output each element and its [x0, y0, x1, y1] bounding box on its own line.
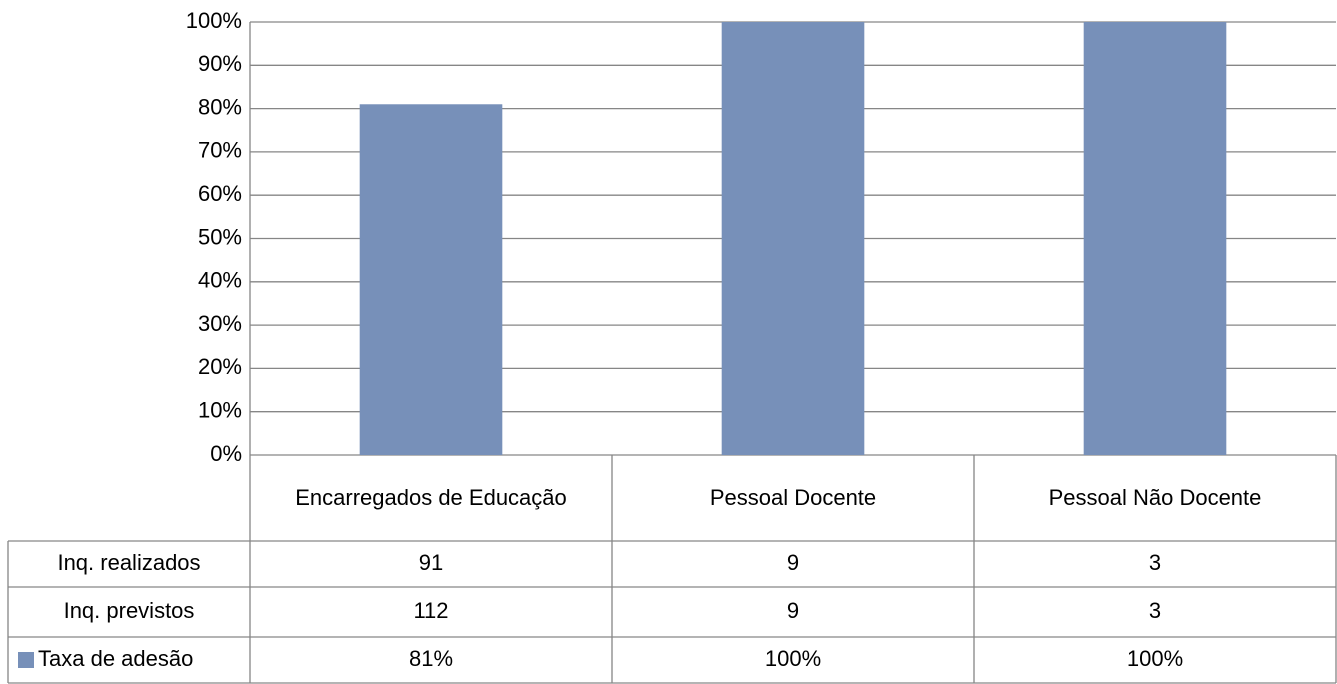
table-cell: 9 — [787, 550, 799, 575]
y-tick-label: 10% — [198, 398, 242, 423]
legend-key — [18, 652, 34, 668]
row-label: Inq. previstos — [64, 598, 195, 623]
row-label: Inq. realizados — [57, 550, 200, 575]
value-label: 100% — [765, 646, 821, 671]
bar — [359, 104, 503, 456]
y-tick-label: 20% — [198, 354, 242, 379]
y-tick-label: 0% — [210, 441, 242, 466]
table-cell: 112 — [413, 598, 448, 623]
table-cell: 3 — [1149, 550, 1161, 575]
y-tick-label: 70% — [198, 138, 242, 163]
x-tick-label: Encarregados de Educação — [295, 485, 567, 510]
y-tick-label: 50% — [198, 224, 242, 249]
y-tick-label: 40% — [198, 268, 242, 293]
bar — [1083, 22, 1227, 455]
y-tick-label: 80% — [198, 94, 242, 119]
y-tick-label: 100% — [186, 8, 242, 33]
value-label: 100% — [1127, 646, 1183, 671]
value-label: 81% — [409, 646, 453, 671]
x-tick-label: Pessoal Não Docente — [1048, 485, 1262, 510]
table-cell: 91 — [419, 550, 443, 575]
table-cell: 3 — [1149, 598, 1161, 623]
x-tick-label: Pessoal Docente — [709, 485, 877, 510]
y-tick-label: 90% — [198, 51, 242, 76]
y-tick-label: 60% — [198, 181, 242, 206]
bar — [721, 22, 865, 455]
y-tick-label: 30% — [198, 311, 242, 336]
legend-label: Taxa de adesão — [38, 646, 193, 671]
table-cell: 9 — [787, 598, 799, 623]
